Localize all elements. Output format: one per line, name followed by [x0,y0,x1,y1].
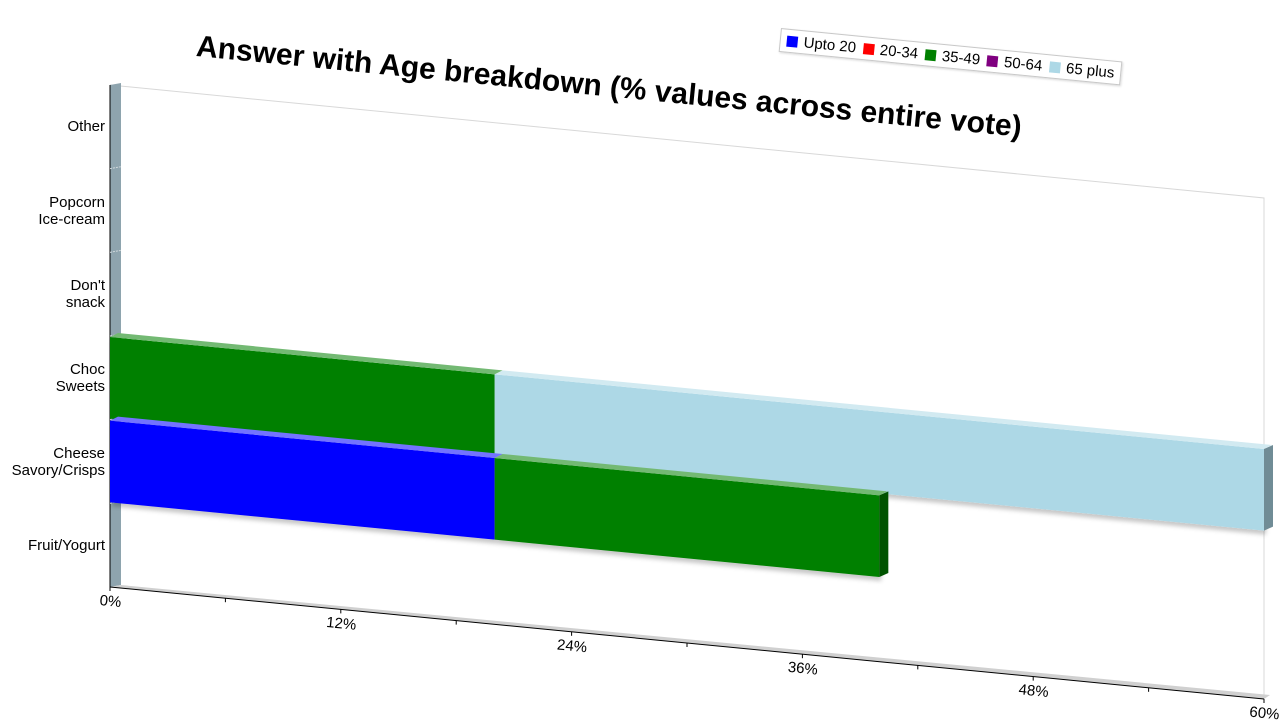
value-tick-label: 0% [99,592,122,611]
value-tick-label: 12% [325,614,357,634]
value-tick-label: 36% [787,659,819,679]
legend-label: 20-34 [879,41,919,62]
legend-label: Upto 20 [802,33,857,56]
legend-item: 65 plus [1048,58,1115,81]
legend-swatch [786,35,799,48]
legend-swatch [862,42,875,55]
bar-segment-top [110,333,503,375]
bar-segment-end [1264,445,1273,531]
legend-item: 35-49 [924,46,981,68]
category-label-line: Popcorn [49,193,105,211]
category-label-line: Fruit/Yogurt [28,536,105,554]
category-label-line: Don't [70,277,105,295]
bar-segment [494,374,1265,531]
plot-frame [109,84,1265,699]
legend-item: 20-34 [862,40,919,62]
value-tick-label: 24% [556,636,588,656]
category-label-line: Savory/Crisps [11,461,105,479]
legend-label: 50-64 [1003,53,1044,75]
category-label: Popcorn Ice-cream [38,194,105,228]
legend-label: 65 plus [1065,59,1116,82]
category-label-line: Other [67,118,105,136]
legend-swatch [924,48,937,61]
category-separator [109,249,122,253]
category-separator [109,166,122,170]
category-label: Fruit/Yogurt [28,537,105,554]
category-label: Don't snack [66,277,105,311]
legend-item: Upto 20 [786,32,857,56]
value-tick-label: 60% [1249,704,1280,720]
bar-segment [494,458,880,577]
category-label-line: Sweets [55,377,105,395]
bar-segment [110,420,495,540]
category-label-line: snack [65,294,105,312]
legend-item: 50-64 [986,52,1043,74]
legend-label: 35-49 [941,47,981,69]
bar-segment-top [110,416,503,458]
category-label-line: Ice-cream [38,210,105,228]
category-label-line: Choc [69,360,105,378]
bar-segment-top [494,370,1273,449]
legend-swatch [986,54,999,67]
category-label: Choc Sweets [56,361,105,395]
category-label: Other [67,118,105,135]
bar-segment-end [879,491,889,577]
legend-swatch [1048,60,1061,73]
bar-segment-top [494,454,888,496]
category-label-line: Cheese [53,444,105,462]
value-axis-floor [110,585,1270,699]
category-label: Cheese Savory/Crisps [12,445,105,479]
value-tick-label: 48% [1018,681,1050,701]
